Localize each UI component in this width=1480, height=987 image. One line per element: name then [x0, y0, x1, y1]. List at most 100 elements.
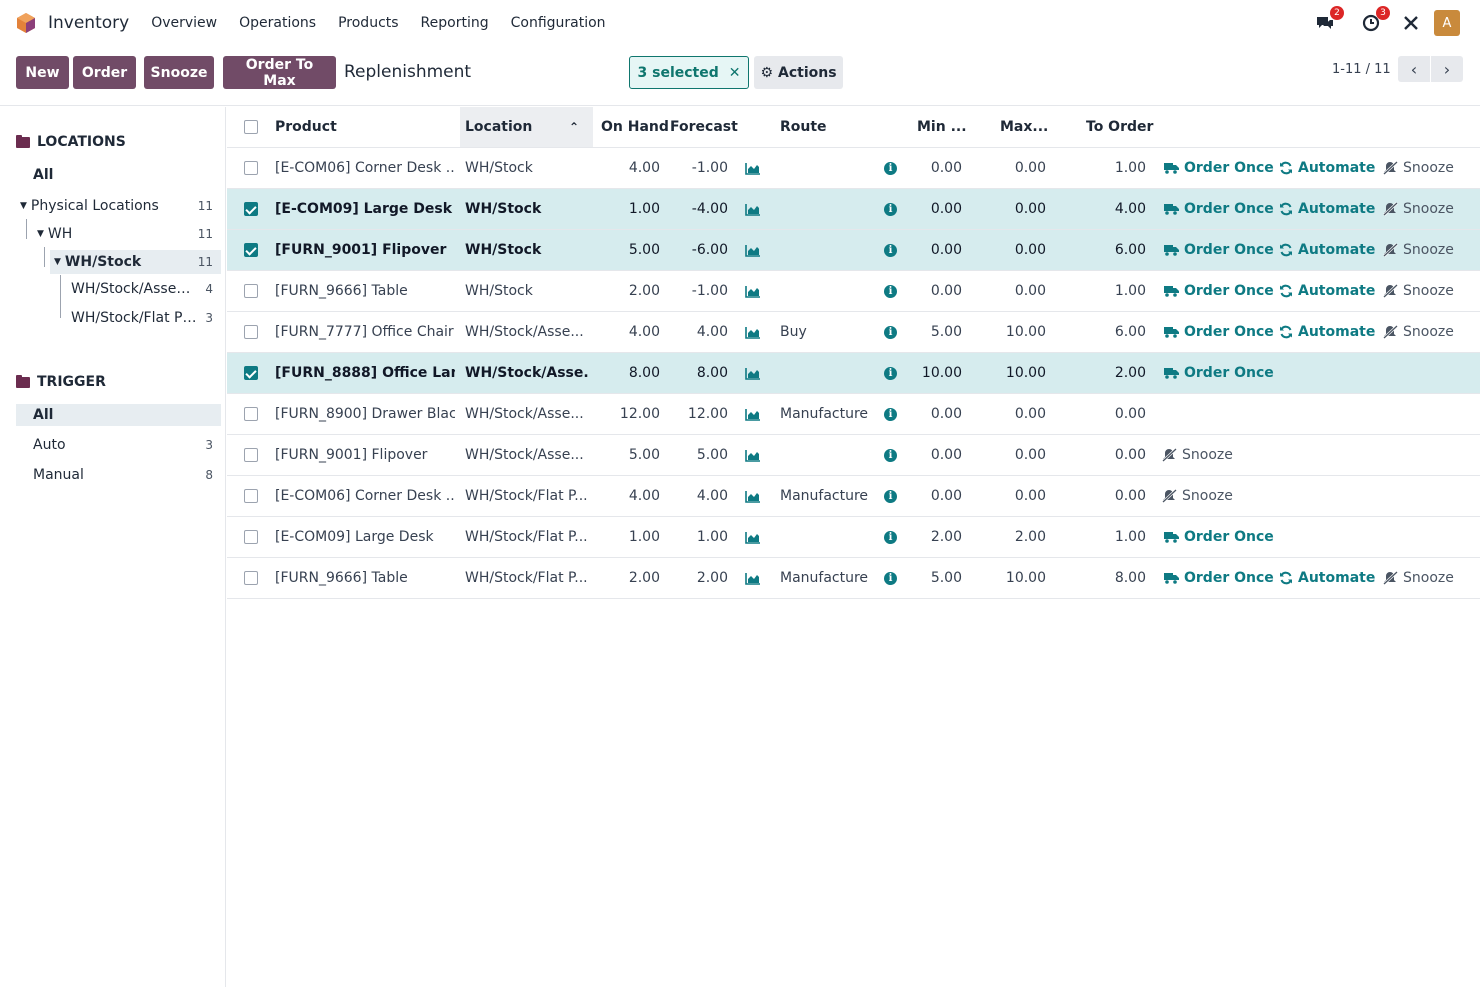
table-row[interactable]: [E-COM09] Large Desk WH/Stock 1.00 -4.00 i 0.…: [227, 189, 1480, 230]
table-row[interactable]: [FURN_8888] Office Lamp WH/Stock/Asse... 8…: [227, 353, 1480, 394]
cell-forecast[interactable]: -6.00: [691, 242, 728, 258]
forecast-chart-icon[interactable]: [745, 203, 761, 216]
row-checkbox[interactable]: [244, 161, 258, 175]
cell-location[interactable]: WH/Stock/Flat P...: [465, 529, 588, 545]
row-checkbox[interactable]: [244, 243, 258, 257]
cell-product[interactable]: [FURN_9001] Flipover: [275, 242, 447, 258]
cell-location[interactable]: WH/Stock: [465, 283, 533, 299]
row-checkbox[interactable]: [244, 489, 258, 503]
order-button[interactable]: Order: [73, 56, 136, 89]
row-snooze-button[interactable]: Snooze: [1162, 435, 1233, 475]
cell-route[interactable]: [780, 148, 875, 188]
cell-to-order[interactable]: 1.00: [1114, 160, 1146, 176]
order-once-button[interactable]: Order Once: [1164, 148, 1274, 188]
row-snooze-button[interactable]: Snooze: [1383, 148, 1454, 188]
cell-product[interactable]: [E-COM06] Corner Desk ...: [275, 488, 455, 504]
table-row[interactable]: [E-COM09] Large Desk WH/Stock/Flat P... 1.…: [227, 517, 1480, 558]
cell-to-order[interactable]: 2.00: [1114, 365, 1146, 381]
pager-next-button[interactable]: ›: [1431, 56, 1463, 82]
location-wh-stock-flat-pack[interactable]: WH/Stock/Flat P… 3: [71, 306, 220, 330]
trigger-auto[interactable]: Auto 3: [33, 433, 220, 457]
nav-operations[interactable]: Operations: [239, 15, 317, 31]
automate-button[interactable]: Automate: [1279, 189, 1375, 229]
cell-max[interactable]: 0.00: [1014, 488, 1046, 504]
cell-forecast[interactable]: -4.00: [691, 201, 728, 217]
cell-forecast[interactable]: 5.00: [696, 447, 728, 463]
pager-value[interactable]: 1-11 / 11: [1332, 62, 1391, 77]
order-once-button[interactable]: Order Once: [1164, 353, 1274, 393]
cell-product[interactable]: [FURN_9666] Table: [275, 570, 408, 586]
forecast-graph-button[interactable]: [745, 230, 763, 270]
cell-to-order[interactable]: 6.00: [1114, 324, 1146, 340]
actions-dropdown[interactable]: ⚙ Actions: [754, 56, 843, 89]
cell-max[interactable]: 0.00: [1014, 283, 1046, 299]
cell-min[interactable]: 5.00: [930, 570, 962, 586]
column-forecast[interactable]: Forecast: [670, 119, 738, 135]
table-row[interactable]: [FURN_9666] Table WH/Stock 2.00 -1.00 i 0.00 0…: [227, 271, 1480, 312]
nav-products[interactable]: Products: [338, 15, 399, 31]
cell-to-order[interactable]: 0.00: [1114, 488, 1146, 504]
app-name[interactable]: Inventory: [48, 13, 130, 33]
info-button[interactable]: i: [884, 394, 900, 434]
forecast-graph-button[interactable]: [745, 558, 763, 598]
column-min[interactable]: Min ...: [917, 119, 967, 135]
cell-max[interactable]: 0.00: [1014, 160, 1046, 176]
cell-route[interactable]: Manufacture: [780, 488, 869, 504]
location-wh-stock[interactable]: ▼ WH/Stock 11: [50, 250, 221, 274]
cell-forecast[interactable]: 1.00: [696, 529, 728, 545]
cell-forecast[interactable]: 12.00: [687, 406, 728, 422]
cell-route[interactable]: [780, 435, 875, 475]
info-button[interactable]: i: [884, 435, 900, 475]
forecast-chart-icon[interactable]: [745, 408, 761, 421]
cell-to-order[interactable]: 8.00: [1114, 570, 1146, 586]
cell-on-hand[interactable]: 12.00: [619, 406, 660, 422]
cell-forecast[interactable]: 4.00: [696, 324, 728, 340]
table-row[interactable]: [FURN_9001] Flipover WH/Stock/Asse... 5.00…: [227, 435, 1480, 476]
cell-min[interactable]: 5.00: [930, 324, 962, 340]
order-to-max-button[interactable]: Order To Max: [223, 56, 336, 89]
order-once-button[interactable]: Order Once: [1164, 230, 1274, 270]
nav-overview[interactable]: Overview: [151, 15, 218, 31]
table-row[interactable]: [FURN_7777] Office Chair WH/Stock/Asse...…: [227, 312, 1480, 353]
cell-product[interactable]: [FURN_8888] Office Lamp: [275, 365, 455, 381]
nav-reporting[interactable]: Reporting: [420, 15, 489, 31]
cell-to-order[interactable]: 0.00: [1114, 447, 1146, 463]
cell-max[interactable]: 10.00: [1005, 570, 1046, 586]
cell-min[interactable]: 0.00: [930, 201, 962, 217]
forecast-chart-icon[interactable]: [745, 449, 761, 462]
cell-max[interactable]: 10.00: [1005, 365, 1046, 381]
row-checkbox[interactable]: [244, 530, 258, 544]
cell-on-hand[interactable]: 5.00: [628, 447, 660, 463]
table-row[interactable]: [FURN_9001] Flipover WH/Stock 5.00 -6.00 i 0.…: [227, 230, 1480, 271]
selection-badge[interactable]: 3 selected ✕: [629, 56, 749, 89]
info-button[interactable]: i: [884, 353, 900, 393]
column-to-order[interactable]: To Order: [1086, 119, 1154, 135]
cell-max[interactable]: 0.00: [1014, 242, 1046, 258]
cell-location[interactable]: WH/Stock/Asse...: [465, 406, 584, 422]
cell-location[interactable]: WH/Stock/Flat P...: [465, 488, 588, 504]
debug-tools-button[interactable]: [1400, 8, 1422, 38]
cell-to-order[interactable]: 1.00: [1114, 283, 1146, 299]
cell-route[interactable]: [780, 189, 875, 229]
trigger-all[interactable]: All: [16, 404, 221, 426]
cell-to-order[interactable]: 6.00: [1114, 242, 1146, 258]
column-on-hand[interactable]: On Hand: [601, 119, 669, 135]
cell-location[interactable]: WH/Stock/Asse...: [465, 447, 584, 463]
cell-on-hand[interactable]: 8.00: [628, 365, 660, 381]
order-once-button[interactable]: Order Once: [1164, 558, 1274, 598]
trigger-manual[interactable]: Manual 8: [33, 463, 220, 487]
column-max[interactable]: Max...: [1000, 119, 1049, 135]
cell-route[interactable]: [780, 271, 875, 311]
forecast-graph-button[interactable]: [745, 435, 763, 475]
activities-button[interactable]: 3: [1358, 6, 1390, 38]
new-button[interactable]: New: [16, 56, 69, 89]
cell-product[interactable]: [E-COM06] Corner Desk ...: [275, 160, 455, 176]
row-snooze-button[interactable]: Snooze: [1162, 476, 1233, 516]
cell-product[interactable]: [FURN_8900] Drawer Black: [275, 406, 455, 422]
cell-min[interactable]: 0.00: [930, 283, 962, 299]
cell-route[interactable]: [780, 517, 875, 557]
cell-min[interactable]: 0.00: [930, 160, 962, 176]
forecast-chart-icon[interactable]: [745, 162, 761, 175]
cell-to-order[interactable]: 1.00: [1114, 529, 1146, 545]
forecast-chart-icon[interactable]: [745, 285, 761, 298]
